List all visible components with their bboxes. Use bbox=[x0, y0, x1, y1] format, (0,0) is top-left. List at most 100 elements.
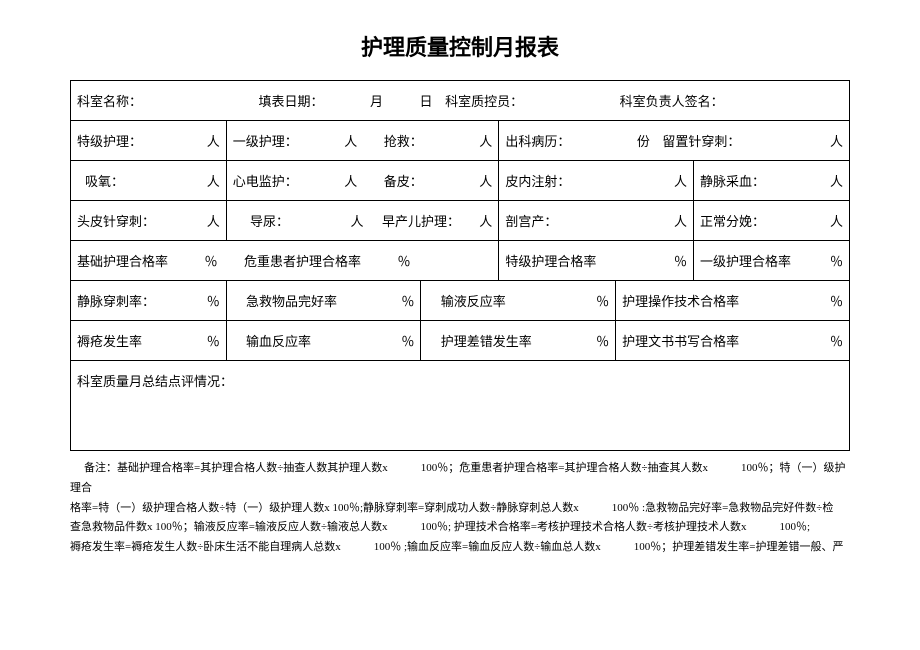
needle-label: 留置针穿刺： bbox=[662, 134, 740, 149]
critical-rate-label: 危重患者护理合格率 bbox=[244, 254, 361, 269]
bedsore-label: 褥疮发生率 bbox=[77, 334, 142, 349]
transfusion-unit: ％ bbox=[401, 334, 414, 349]
day-label: 日 bbox=[420, 94, 433, 109]
notes-line-1: 基础护理合格率=其护理合格人数÷抽查人数其护理人数x 100％；危重患者护理合格… bbox=[70, 462, 845, 494]
basic-care-rate-unit: ％ bbox=[205, 254, 218, 269]
discharge-label: 出科病历： bbox=[505, 134, 570, 149]
summary-cell: 科室质量月总结点评情况： bbox=[71, 361, 850, 451]
bedsore-cell: 褥疮发生率 ％ bbox=[71, 321, 227, 361]
signer-label: 科室负责人签名： bbox=[620, 94, 724, 109]
intradermal-label: 皮内注射： bbox=[505, 174, 570, 189]
summary-row: 科室质量月总结点评情况： bbox=[71, 361, 850, 451]
data-row-4: 头皮针穿刺： 人 导尿： 人 早产儿护理： 人 剖宫产： 人 正常分娩： 人 bbox=[71, 201, 850, 241]
header-cell: 科室名称： 填表日期： 月 日 科室质控员： 科室负责人签名： bbox=[71, 81, 850, 121]
data-row-6: 静脉穿刺率： ％ 急救物品完好率 ％ 输液反应率 ％ 护理操作技术合格率 ％ bbox=[71, 281, 850, 321]
csection-label: 剖宫产： bbox=[505, 214, 557, 229]
emergency-items-cell: 急救物品完好率 ％ bbox=[226, 281, 421, 321]
doc-rate-label: 护理文书书写合格率 bbox=[622, 334, 739, 349]
normal-delivery-cell: 正常分娩： 人 bbox=[694, 201, 850, 241]
normal-delivery-label: 正常分娩： bbox=[700, 214, 765, 229]
bedsore-unit: ％ bbox=[207, 334, 220, 349]
emergency-items-unit: ％ bbox=[401, 294, 414, 309]
intradermal-cell: 皮内注射： 人 bbox=[499, 161, 694, 201]
data-row-3: 吸氧： 人 心电监护： 人 备皮： 人 皮内注射： 人 静脉采血： 人 bbox=[71, 161, 850, 201]
doc-rate-unit: ％ bbox=[830, 334, 843, 349]
notes-prefix: 备注： bbox=[84, 462, 117, 474]
catheter-cell: 导尿： 人 早产儿护理： 人 bbox=[226, 201, 499, 241]
header-row: 科室名称： 填表日期： 月 日 科室质控员： 科室负责人签名： bbox=[71, 81, 850, 121]
summary-label: 科室质量月总结点评情况： bbox=[77, 374, 233, 389]
doc-rate-cell: 护理文书书写合格率 ％ bbox=[616, 321, 850, 361]
catheter-label: 导尿： bbox=[250, 214, 289, 229]
level1-care-label: 一级护理： bbox=[233, 134, 298, 149]
special-care-label: 特级护理： bbox=[77, 134, 142, 149]
ecg-cell: 心电监护： 人 备皮： 人 bbox=[226, 161, 499, 201]
oxygen-cell: 吸氧： 人 bbox=[71, 161, 227, 201]
special-rate-cell: 特级护理合格率 ％ bbox=[499, 241, 694, 281]
rescue-label: 抢救： bbox=[384, 134, 423, 149]
rescue-unit: 人 bbox=[479, 134, 492, 149]
critical-rate-unit: ％ bbox=[398, 254, 411, 269]
premature-unit: 人 bbox=[479, 214, 492, 229]
ecg-label: 心电监护： bbox=[233, 174, 298, 189]
special-care-cell: 特级护理： 人 bbox=[71, 121, 227, 161]
discharge-unit: 份 bbox=[637, 134, 650, 149]
level1-rate-unit: ％ bbox=[830, 254, 843, 269]
premature-label: 早产儿护理： bbox=[382, 214, 460, 229]
infusion-reaction-label: 输液反应率 bbox=[441, 294, 506, 309]
nursing-tech-rate-label: 护理操作技术合格率 bbox=[622, 294, 739, 309]
venous-blood-unit: 人 bbox=[830, 174, 843, 189]
basic-care-rate-label: 基础护理合格率 bbox=[77, 254, 168, 269]
scalp-needle-unit: 人 bbox=[207, 214, 220, 229]
special-care-unit: 人 bbox=[207, 134, 220, 149]
error-rate-cell: 护理差错发生率 ％ bbox=[421, 321, 616, 361]
vein-puncture-unit: ％ bbox=[207, 294, 220, 309]
error-rate-unit: ％ bbox=[596, 334, 609, 349]
scalp-needle-label: 头皮针穿刺： bbox=[77, 214, 155, 229]
discharge-cell: 出科病历： 份 留置针穿刺： 人 bbox=[499, 121, 850, 161]
report-table: 科室名称： 填表日期： 月 日 科室质控员： 科室负责人签名： 特级护理： 人 … bbox=[70, 80, 850, 451]
special-rate-label: 特级护理合格率 bbox=[505, 254, 596, 269]
level1-rate-cell: 一级护理合格率 ％ bbox=[694, 241, 850, 281]
page-title: 护理质量控制月报表 bbox=[70, 30, 850, 62]
intradermal-unit: 人 bbox=[674, 174, 687, 189]
skin-prep-unit: 人 bbox=[479, 174, 492, 189]
dept-name-label: 科室名称： bbox=[77, 94, 142, 109]
level1-care-cell: 一级护理： 人 抢救： 人 bbox=[226, 121, 499, 161]
level1-rate-label: 一级护理合格率 bbox=[700, 254, 791, 269]
level1-care-unit: 人 bbox=[344, 134, 357, 149]
oxygen-label: 吸氧： bbox=[85, 174, 124, 189]
data-row-7: 褥疮发生率 ％ 输血反应率 ％ 护理差错发生率 ％ 护理文书书写合格率 ％ bbox=[71, 321, 850, 361]
emergency-items-label: 急救物品完好率 bbox=[246, 294, 337, 309]
venous-blood-label: 静脉采血： bbox=[700, 174, 765, 189]
infusion-reaction-cell: 输液反应率 ％ bbox=[421, 281, 616, 321]
catheter-unit: 人 bbox=[351, 214, 364, 229]
error-rate-label: 护理差错发生率 bbox=[441, 334, 532, 349]
data-row-2: 特级护理： 人 一级护理： 人 抢救： 人 出科病历： 份 留置针穿刺： 人 bbox=[71, 121, 850, 161]
notes-line-4: 褥疮发生率=褥疮发生人数÷卧床生活不能自理病人总数x 100％ ;输血反应率=输… bbox=[70, 541, 844, 553]
infusion-reaction-unit: ％ bbox=[596, 294, 609, 309]
csection-cell: 剖宫产： 人 bbox=[499, 201, 694, 241]
qc-person-label: 科室质控员： bbox=[445, 94, 523, 109]
notes-line-3: 查急救物品件数x 100％；输液反应率=输液反应人数÷输液总人数x 100％; … bbox=[70, 521, 810, 533]
nursing-tech-rate-cell: 护理操作技术合格率 ％ bbox=[616, 281, 850, 321]
skin-prep-label: 备皮： bbox=[384, 174, 423, 189]
needle-unit: 人 bbox=[830, 134, 843, 149]
data-row-5: 基础护理合格率 ％ 危重患者护理合格率 ％ 特级护理合格率 ％ 一级护理合格率 … bbox=[71, 241, 850, 281]
month-label: 月 bbox=[370, 94, 383, 109]
nursing-tech-rate-unit: ％ bbox=[830, 294, 843, 309]
vein-puncture-cell: 静脉穿刺率： ％ bbox=[71, 281, 227, 321]
special-rate-unit: ％ bbox=[674, 254, 687, 269]
vein-puncture-label: 静脉穿刺率： bbox=[77, 294, 155, 309]
scalp-needle-cell: 头皮针穿刺： 人 bbox=[71, 201, 227, 241]
oxygen-unit: 人 bbox=[207, 174, 220, 189]
ecg-unit: 人 bbox=[344, 174, 357, 189]
csection-unit: 人 bbox=[674, 214, 687, 229]
fill-date-label: 填表日期： bbox=[259, 94, 324, 109]
transfusion-label: 输血反应率 bbox=[246, 334, 311, 349]
normal-delivery-unit: 人 bbox=[830, 214, 843, 229]
basic-care-rate-cell: 基础护理合格率 ％ 危重患者护理合格率 ％ bbox=[71, 241, 499, 281]
transfusion-cell: 输血反应率 ％ bbox=[226, 321, 421, 361]
venous-blood-cell: 静脉采血： 人 bbox=[694, 161, 850, 201]
notes-section: 备注：基础护理合格率=其护理合格人数÷抽查人数其护理人数x 100％；危重患者护… bbox=[70, 459, 850, 558]
